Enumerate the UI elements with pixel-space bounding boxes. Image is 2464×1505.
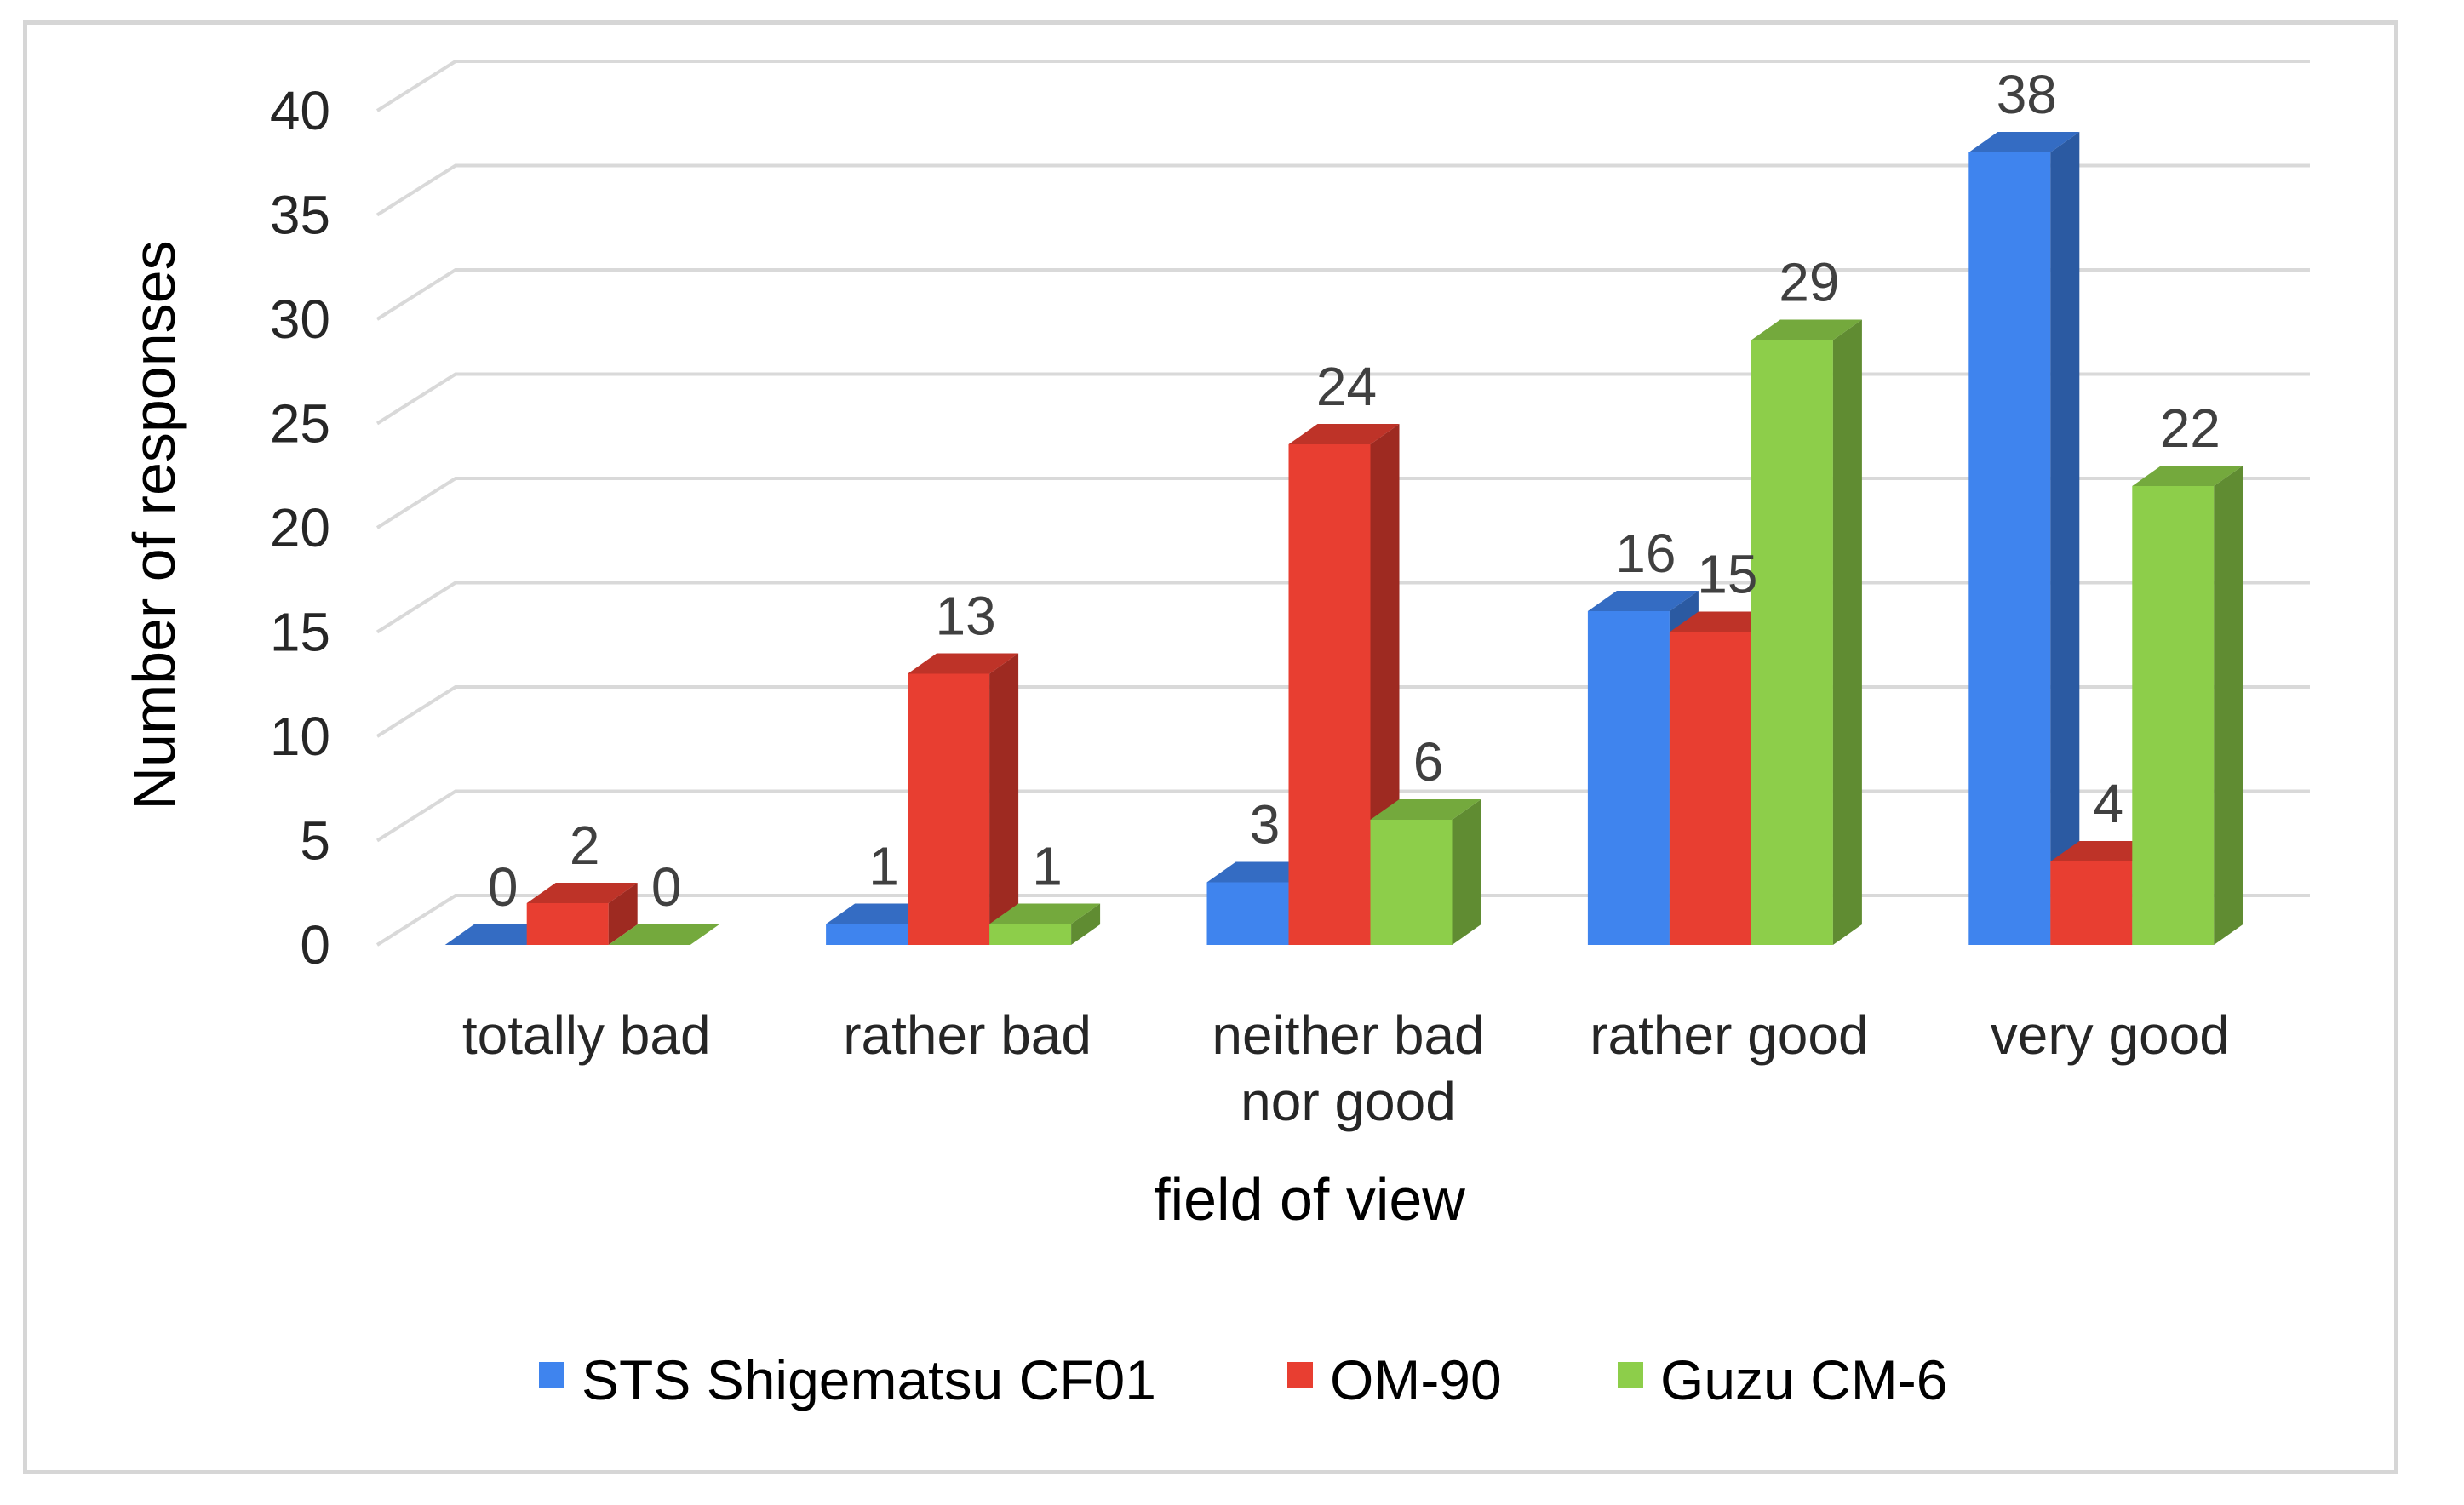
y-tick-label: 40 — [270, 80, 330, 141]
data-label: 0 — [488, 856, 519, 918]
y-tick-label: 5 — [300, 810, 330, 872]
data-label: 0 — [651, 856, 682, 918]
data-label: 1 — [868, 836, 899, 897]
legend-swatch — [539, 1362, 564, 1388]
legend-label: OM-90 — [1330, 1348, 1502, 1411]
y-tick-label: 35 — [270, 185, 330, 246]
bar — [1751, 319, 1862, 945]
gridline — [375, 60, 2310, 112]
data-label: 3 — [1250, 794, 1281, 856]
x-tick-label: totally bad — [462, 1004, 711, 1066]
data-label: 4 — [2094, 773, 2124, 834]
bar — [1968, 132, 2080, 945]
y-axis-ticks: 0 5 10 15 20 25 30 35 40 — [270, 80, 330, 976]
legend-swatch — [1618, 1362, 1643, 1388]
x-axis-title: field of view — [1154, 1166, 1465, 1233]
y-tick-label: 10 — [270, 706, 330, 767]
x-tick-label: neither bad nor good — [1212, 1004, 1484, 1132]
gridline — [375, 268, 2310, 321]
gridline — [375, 581, 2310, 634]
x-tick-label: rather good — [1590, 1004, 1868, 1066]
bar — [526, 883, 638, 945]
data-label: 1 — [1032, 836, 1063, 897]
y-tick-label: 20 — [270, 497, 330, 558]
data-label: 2 — [570, 815, 600, 876]
data-label: 29 — [1779, 252, 1839, 313]
legend-item: Guzu CM-6 — [1618, 1348, 1947, 1411]
legend-item: STS Shigematsu CF01 — [539, 1348, 1156, 1411]
legend-item: OM-90 — [1287, 1348, 1502, 1411]
y-tick-label: 30 — [270, 289, 330, 350]
gridline — [375, 372, 2310, 426]
data-label: 6 — [1413, 731, 1444, 793]
gridline — [375, 163, 2310, 217]
data-label: 22 — [2160, 398, 2220, 459]
bar — [989, 903, 1101, 945]
bar — [608, 924, 719, 945]
y-tick-label: 0 — [300, 914, 330, 976]
bar — [1288, 424, 1400, 945]
x-tick-label: rather bad — [843, 1004, 1092, 1066]
bar — [1370, 799, 1481, 945]
gridline — [375, 477, 2310, 529]
x-tick-label: very good — [1991, 1004, 2230, 1066]
y-tick-label: 15 — [270, 602, 330, 663]
legend-label: STS Shigematsu CF01 — [582, 1348, 1156, 1411]
legend: STS Shigematsu CF01 OM-90 Guzu CM-6 — [539, 1348, 1947, 1411]
data-label: 24 — [1316, 356, 1377, 417]
bars — [444, 132, 2243, 945]
data-label: 16 — [1615, 523, 1676, 584]
x-axis-ticks: totally bad rather bad neither bad nor good… — [462, 1004, 2230, 1132]
y-tick-label: 25 — [270, 393, 330, 455]
legend-label: Guzu CM-6 — [1660, 1348, 1947, 1411]
legend-swatch — [1287, 1362, 1313, 1388]
data-label: 13 — [936, 586, 996, 647]
y-axis-title: Number of responses — [121, 240, 187, 810]
data-label: 38 — [1997, 64, 2057, 125]
bar — [908, 653, 1019, 945]
data-label: 15 — [1697, 544, 1757, 605]
bar — [2132, 466, 2243, 945]
